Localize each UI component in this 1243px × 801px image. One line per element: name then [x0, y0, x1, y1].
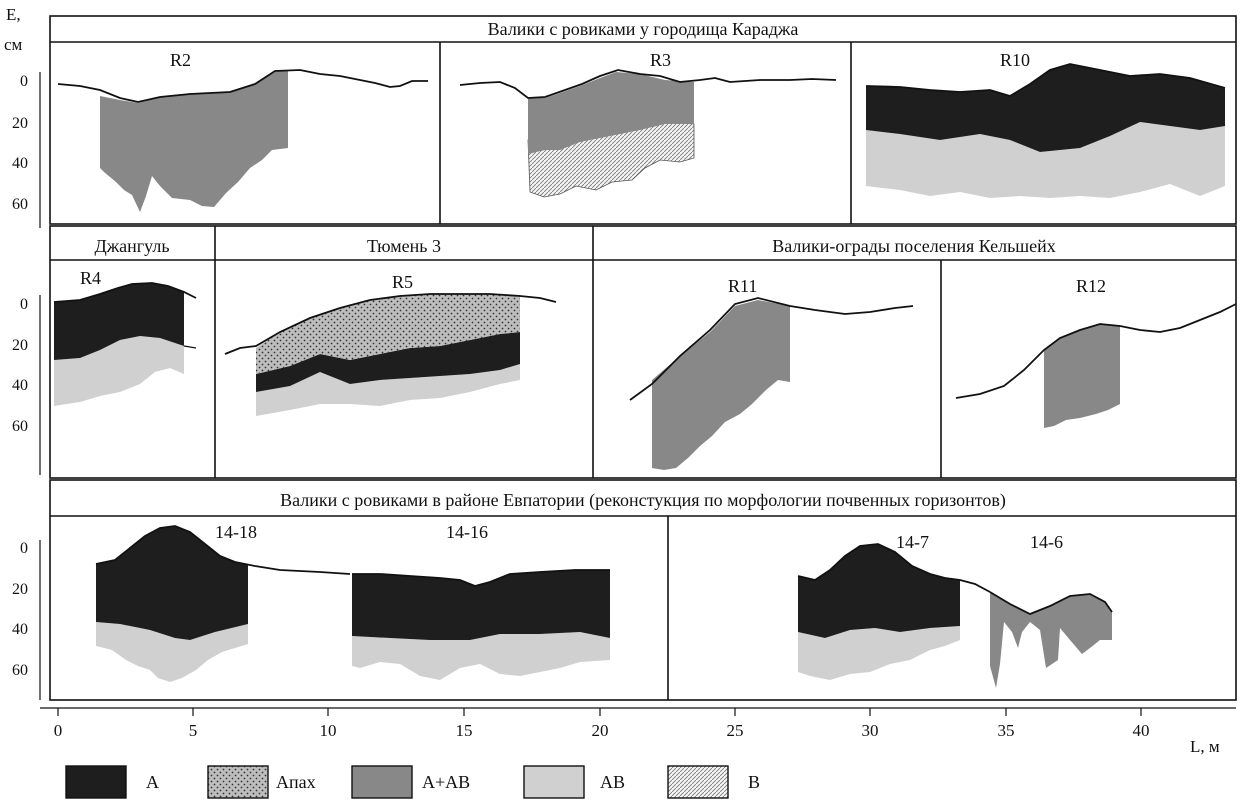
profile-label: R4 — [80, 268, 101, 288]
x-tick-label: 10 — [320, 721, 337, 740]
site-title: Валики-ограды поселения Кельшейх — [772, 236, 1056, 256]
profile-label: 14-16 — [446, 522, 488, 542]
y-tick-labels: 0 20 40 60 0 20 40 60 0 20 40 60 — [12, 73, 28, 679]
y-tick-label: 20 — [12, 581, 28, 598]
row-evpatoria: Валики с ровиками в районе Евпатории (ре… — [49, 479, 1237, 701]
profile-label: 14-6 — [1030, 532, 1063, 552]
profile-r5: R5 — [224, 272, 557, 416]
legend-item-apakh: Aпах — [207, 765, 316, 799]
row-frame — [49, 225, 1237, 479]
y-tick-label: 0 — [20, 73, 28, 90]
x-tick-label: 25 — [727, 721, 744, 740]
y-tick-label: 40 — [12, 621, 28, 638]
legend-item-ab: AB — [523, 765, 625, 799]
profile-r3: R3 — [459, 50, 837, 198]
x-tick-label: 35 — [998, 721, 1015, 740]
profile-label: R11 — [728, 276, 757, 296]
y-tick-label: 0 — [20, 540, 28, 557]
x-tick-label: 20 — [592, 721, 609, 740]
y-tick-label: 20 — [12, 115, 28, 132]
legend-item-a-ab: A+AB — [351, 765, 470, 799]
profile-14-16: 14-16 — [352, 522, 610, 680]
legend-swatch — [207, 765, 269, 799]
profile-label: R10 — [1000, 50, 1030, 70]
x-axis: 0 5 10 15 20 25 30 35 40 L, м — [40, 707, 1236, 756]
legend-label: B — [748, 772, 760, 792]
profile-label: R2 — [170, 50, 191, 70]
legend-swatch — [667, 765, 729, 799]
site-title: Джангуль — [94, 236, 169, 256]
legend: A Aпах A+AB AB B — [65, 765, 760, 799]
profile-r10: R10 — [865, 50, 1226, 198]
y-axis-label-e: E, — [6, 5, 21, 24]
legend-swatch — [523, 765, 585, 799]
row-frame — [49, 15, 1237, 225]
legend-label: A+AB — [422, 772, 470, 792]
row-title: Валики с ровиками в районе Евпатории (ре… — [280, 490, 1006, 511]
profile-label: R12 — [1076, 276, 1106, 296]
profile-label: 14-18 — [215, 522, 257, 542]
profile-label: R5 — [392, 272, 413, 292]
y-tick-label: 20 — [12, 337, 28, 354]
y-tick-label: 60 — [12, 418, 28, 435]
row-karadzha: Валики с ровиками у городища Караджа R2 … — [49, 15, 1237, 225]
profile-label: 14-7 — [896, 532, 929, 552]
legend-item-b: B — [667, 765, 760, 799]
profile-14-18: 14-18 — [95, 522, 351, 682]
x-axis-label: L, м — [1190, 737, 1220, 756]
row-frame — [49, 479, 1237, 701]
x-tick-label: 40 — [1133, 721, 1150, 740]
legend-label: A — [146, 772, 159, 792]
x-tick-label: 5 — [189, 721, 198, 740]
y-tick-label: 60 — [12, 662, 28, 679]
profile-r12: R12 — [955, 276, 1237, 428]
site-title: Тюмень 3 — [367, 236, 441, 256]
y-tick-label: 40 — [12, 377, 28, 394]
legend-swatch — [351, 765, 413, 799]
profile-r11: R11 — [629, 276, 914, 470]
y-tick-label: 40 — [12, 155, 28, 172]
profile-14-6: 14-6 — [989, 532, 1113, 688]
profile-r4: R4 — [53, 268, 197, 406]
x-tick-label: 30 — [862, 721, 879, 740]
x-tick-label: 0 — [54, 721, 63, 740]
legend-label: AB — [600, 772, 625, 792]
legend-item-a: A — [65, 765, 159, 799]
profile-label: R3 — [650, 50, 671, 70]
y-tick-label: 0 — [20, 296, 28, 313]
row-sites: Джангуль Тюмень 3 Валики-ограды поселени… — [49, 225, 1237, 479]
profile-14-7: 14-7 — [797, 532, 991, 680]
y-tick-label: 60 — [12, 196, 28, 213]
legend-label: Aпах — [276, 772, 316, 792]
y-axis-label-unit: см — [4, 35, 23, 54]
row-title: Валики с ровиками у городища Караджа — [488, 19, 799, 39]
x-tick-label: 15 — [456, 721, 473, 740]
profile-r2: R2 — [57, 50, 428, 212]
legend-swatch — [65, 765, 127, 799]
